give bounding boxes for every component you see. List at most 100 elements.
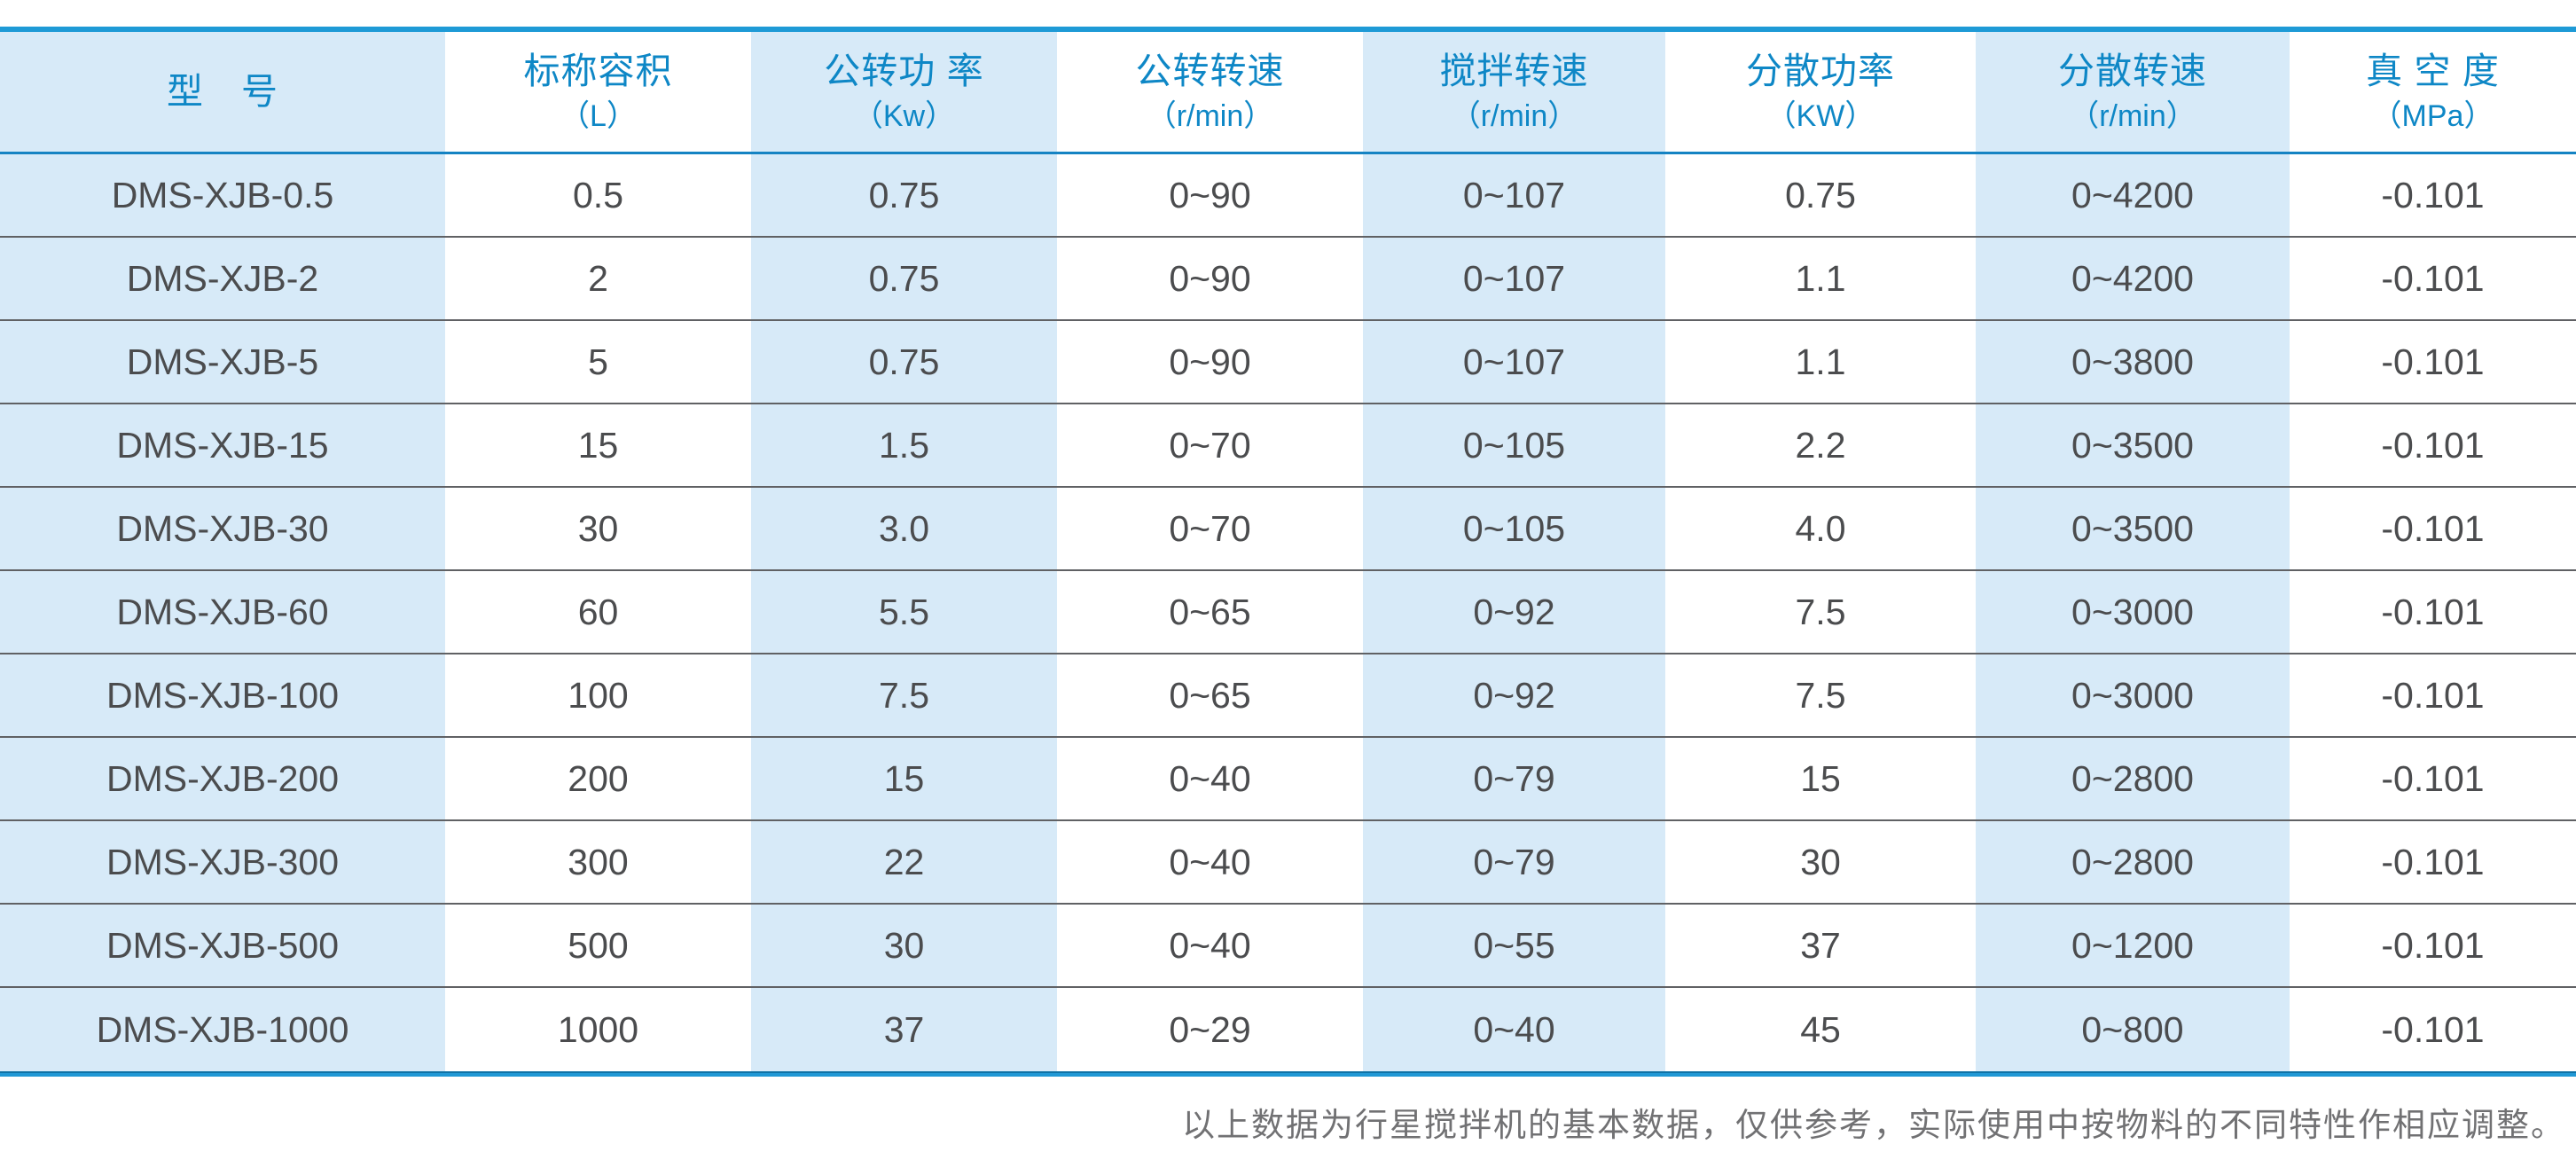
column-header-unit: （r/min） — [2069, 99, 2196, 134]
value-cell: 0~70 — [1057, 488, 1363, 569]
value-cell: 37 — [751, 988, 1057, 1071]
column-header-label: 真 空 度 — [2366, 50, 2500, 91]
table-body: DMS-XJB-0.5 0.5 0.75 0~90 0~107 0.75 0~4200 -0.… — [0, 154, 2576, 1071]
value-cell: 0~79 — [1363, 821, 1665, 903]
value-cell: 4.0 — [1665, 488, 1976, 569]
value-cell: -0.101 — [2290, 654, 2576, 736]
table-row: DMS-XJB-300 300 22 0~40 0~79 30 0~2800 -0.101 — [0, 821, 2576, 905]
value-cell: 0~90 — [1057, 238, 1363, 319]
value-cell: 0~107 — [1363, 238, 1665, 319]
value-cell: -0.101 — [2290, 238, 2576, 319]
value-cell: 0~40 — [1057, 905, 1363, 986]
value-cell: 60 — [445, 571, 751, 653]
value-cell: 15 — [1665, 738, 1976, 819]
value-cell: 0~70 — [1057, 404, 1363, 486]
column-header-unit: （r/min） — [1146, 99, 1274, 134]
value-cell: 0~92 — [1363, 571, 1665, 653]
value-cell: 1.1 — [1665, 238, 1976, 319]
value-cell: 7.5 — [1665, 654, 1976, 736]
value-cell: -0.101 — [2290, 738, 2576, 819]
value-cell: -0.101 — [2290, 571, 2576, 653]
model-cell: DMS-XJB-30 — [0, 488, 445, 569]
column-header-unit: （r/min） — [1450, 99, 1578, 134]
value-cell: 0~65 — [1057, 571, 1363, 653]
column-header-2: 公转功 率 （Kw） — [751, 32, 1057, 152]
table-row: DMS-XJB-200 200 15 0~40 0~79 15 0~2800 -0.101 — [0, 738, 2576, 821]
value-cell: 0~105 — [1363, 488, 1665, 569]
column-header-label: 公转功 率 — [824, 50, 984, 91]
value-cell: 30 — [445, 488, 751, 569]
value-cell: 2 — [445, 238, 751, 319]
table-row: DMS-XJB-500 500 30 0~40 0~55 37 0~1200 -0.101 — [0, 905, 2576, 988]
value-cell: 5 — [445, 321, 751, 403]
value-cell: 0~90 — [1057, 321, 1363, 403]
table-header-row: 型 号 标称容积 （L） 公转功 率 （Kw） 公转转速 （r/min） 搅拌转速 （r/min… — [0, 32, 2576, 152]
column-header-unit: （Kw） — [852, 99, 956, 134]
column-header-7: 真 空 度 （MPa） — [2290, 32, 2576, 152]
value-cell: -0.101 — [2290, 821, 2576, 903]
table-row: DMS-XJB-100 100 7.5 0~65 0~92 7.5 0~3000 -0.101 — [0, 654, 2576, 738]
value-cell: 1.5 — [751, 404, 1057, 486]
model-cell: DMS-XJB-100 — [0, 654, 445, 736]
column-header-label: 分散功率 — [1746, 50, 1895, 91]
column-header-label: 型 号 — [167, 71, 278, 113]
value-cell: 22 — [751, 821, 1057, 903]
value-cell: 300 — [445, 821, 751, 903]
value-cell: -0.101 — [2290, 988, 2576, 1071]
value-cell: 500 — [445, 905, 751, 986]
value-cell: 0~3800 — [1976, 321, 2290, 403]
column-header-0: 型 号 — [0, 32, 445, 152]
value-cell: 0~107 — [1363, 321, 1665, 403]
value-cell: 0.75 — [751, 238, 1057, 319]
value-cell: 0~2800 — [1976, 738, 2290, 819]
value-cell: 0~4200 — [1976, 154, 2290, 236]
value-cell: 0~29 — [1057, 988, 1363, 1071]
value-cell: 0.75 — [1665, 154, 1976, 236]
model-cell: DMS-XJB-200 — [0, 738, 445, 819]
value-cell: 2.2 — [1665, 404, 1976, 486]
table-row: DMS-XJB-1000 1000 37 0~29 0~40 45 0~800 -0.101 — [0, 988, 2576, 1071]
value-cell: 0~3500 — [1976, 404, 2290, 486]
value-cell: 0~1200 — [1976, 905, 2290, 986]
model-cell: DMS-XJB-0.5 — [0, 154, 445, 236]
column-header-unit: （MPa） — [2371, 99, 2494, 134]
value-cell: 5.5 — [751, 571, 1057, 653]
value-cell: 0~107 — [1363, 154, 1665, 236]
value-cell: 200 — [445, 738, 751, 819]
value-cell: 0.75 — [751, 321, 1057, 403]
value-cell: 15 — [445, 404, 751, 486]
value-cell: 0.5 — [445, 154, 751, 236]
table-row: DMS-XJB-0.5 0.5 0.75 0~90 0~107 0.75 0~4200 -0.… — [0, 154, 2576, 238]
column-header-6: 分散转速 （r/min） — [1976, 32, 2290, 152]
model-cell: DMS-XJB-300 — [0, 821, 445, 903]
value-cell: 0~800 — [1976, 988, 2290, 1071]
value-cell: -0.101 — [2290, 321, 2576, 403]
value-cell: 0~3500 — [1976, 488, 2290, 569]
column-header-5: 分散功率 （KW） — [1665, 32, 1976, 152]
table-row: DMS-XJB-30 30 3.0 0~70 0~105 4.0 0~3500 -0.101 — [0, 488, 2576, 571]
value-cell: 3.0 — [751, 488, 1057, 569]
table-row: DMS-XJB-15 15 1.5 0~70 0~105 2.2 0~3500 -0.101 — [0, 404, 2576, 488]
value-cell: 0.75 — [751, 154, 1057, 236]
value-cell: 7.5 — [751, 654, 1057, 736]
column-header-unit: （L） — [560, 99, 637, 134]
spec-table: 型 号 标称容积 （L） 公转功 率 （Kw） 公转转速 （r/min） 搅拌转速 （r/min… — [0, 27, 2576, 1077]
table-top-border — [0, 27, 2576, 32]
value-cell: 37 — [1665, 905, 1976, 986]
value-cell: 1000 — [445, 988, 751, 1071]
value-cell: -0.101 — [2290, 404, 2576, 486]
value-cell: 0~90 — [1057, 154, 1363, 236]
column-header-label: 分散转速 — [2058, 50, 2207, 91]
table-row: DMS-XJB-60 60 5.5 0~65 0~92 7.5 0~3000 -0.101 — [0, 571, 2576, 654]
column-header-label: 标称容积 — [523, 50, 673, 91]
column-header-3: 公转转速 （r/min） — [1057, 32, 1363, 152]
model-cell: DMS-XJB-5 — [0, 321, 445, 403]
footnote-text: 以上数据为行星搅拌机的基本数据，仅供参考，实际使用中按物料的不同特性作相应调整。 — [1182, 1106, 2565, 1144]
value-cell: -0.101 — [2290, 488, 2576, 569]
column-header-1: 标称容积 （L） — [445, 32, 751, 152]
table-row: DMS-XJB-5 5 0.75 0~90 0~107 1.1 0~3800 -0.101 — [0, 321, 2576, 404]
model-cell: DMS-XJB-1000 — [0, 988, 445, 1071]
value-cell: 0~105 — [1363, 404, 1665, 486]
table-bottom-border — [0, 1071, 2576, 1077]
value-cell: 1.1 — [1665, 321, 1976, 403]
